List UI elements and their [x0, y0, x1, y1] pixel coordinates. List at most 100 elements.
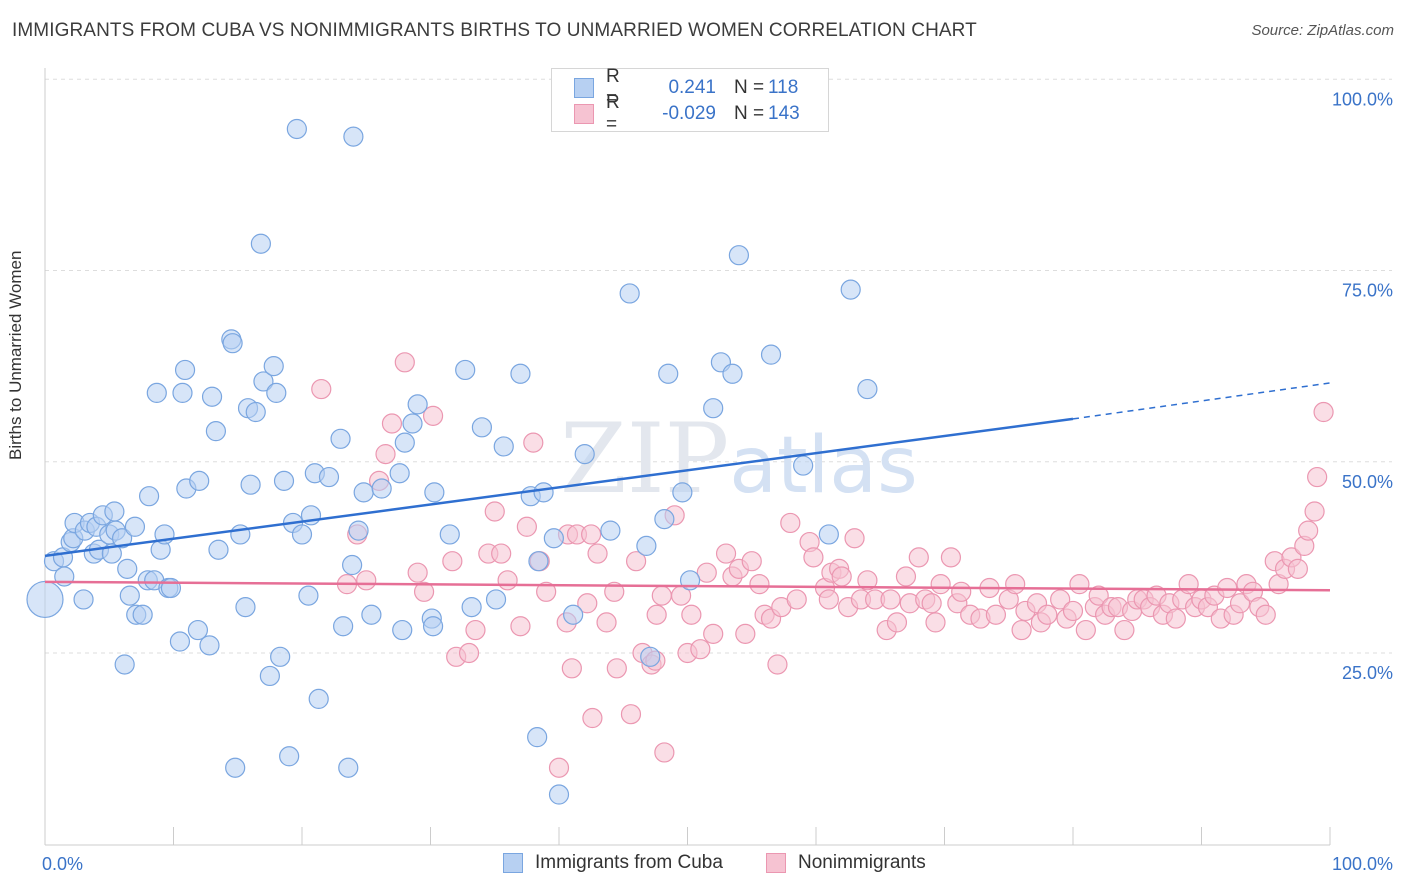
- cuba-point: [840, 279, 861, 300]
- nonimmigrants-point: [442, 551, 463, 572]
- cuba-point: [818, 524, 839, 545]
- nonimmigrants-point: [548, 757, 570, 778]
- cuba-point: [461, 596, 482, 618]
- series-label-cuba: Immigrants from Cuba: [535, 852, 723, 873]
- cuba-point: [485, 589, 507, 610]
- cuba-point: [250, 233, 271, 254]
- cuba-point: [111, 528, 133, 549]
- cuba-trend-line: [44, 417, 1074, 558]
- legend-n-value-nonimmigrants: 143: [768, 103, 800, 124]
- nonimmigrants-point: [735, 623, 756, 644]
- watermark: ZIPatlas: [560, 403, 918, 515]
- nonimmigrants-trend-line: [44, 580, 1331, 592]
- cuba-point: [510, 363, 531, 384]
- nonimmigrants-point: [741, 551, 762, 572]
- cuba-point: [407, 394, 428, 415]
- nonimmigrants-point: [696, 562, 717, 583]
- cuba-point: [286, 118, 307, 140]
- cuba-point: [225, 757, 246, 778]
- cuba-point: [672, 482, 693, 503]
- cuba-point: [760, 344, 782, 365]
- nonimmigrants-point: [940, 547, 962, 568]
- nonimmigrants-point: [690, 639, 711, 660]
- cuba-point: [722, 363, 743, 384]
- nonimmigrants-point: [1005, 574, 1026, 595]
- cuba-point: [73, 589, 94, 610]
- nonimmigrants-point: [1313, 401, 1334, 423]
- nonimmigrants-point: [1229, 593, 1251, 614]
- nonimmigrants-point: [606, 658, 627, 679]
- cuba-point: [119, 585, 140, 606]
- cuba-point: [273, 470, 295, 491]
- cuba-point: [235, 596, 256, 618]
- cuba-point: [114, 654, 135, 675]
- cuba-point: [543, 528, 564, 549]
- nonimmigrants-point: [930, 574, 951, 595]
- cuba-point: [172, 382, 193, 403]
- nonimmigrants-point: [394, 352, 415, 373]
- cuba-point: [636, 535, 657, 557]
- nonimmigrants-point: [886, 612, 908, 633]
- x-tick-label-start: 0.0%: [42, 854, 83, 874]
- y-tick-label: 50.0%: [1342, 472, 1393, 492]
- cuba-point: [361, 604, 382, 625]
- cuba-point: [279, 746, 300, 767]
- cuba-point: [104, 501, 125, 522]
- nonimmigrants-point: [681, 604, 702, 625]
- nonimmigrants-point: [625, 551, 647, 572]
- cuba-point: [793, 455, 814, 476]
- cuba-point: [455, 359, 476, 381]
- nonimmigrants-point: [715, 543, 737, 564]
- nonimmigrants-point: [375, 444, 396, 465]
- legend-r-value-cuba: 0.241: [668, 77, 716, 98]
- nonimmigrants-point: [604, 581, 625, 602]
- nonimmigrants-point: [831, 566, 852, 587]
- nonimmigrants-point: [925, 612, 946, 633]
- tick-labels: 100.0% 75.0% 50.0% 25.0% 0.0% 100.0%: [42, 89, 1393, 874]
- nonimmigrants-point: [1165, 608, 1186, 629]
- nonimmigrants-point: [422, 405, 444, 426]
- x-tick-label-end: 100.0%: [1332, 854, 1393, 874]
- nonimmigrants-point: [1307, 466, 1328, 488]
- cuba-point: [189, 470, 210, 491]
- cuba-point: [600, 520, 621, 541]
- nonimmigrants-point: [1088, 585, 1109, 606]
- cuba-point: [338, 757, 359, 778]
- watermark-atlas: atlas: [729, 421, 918, 511]
- cuba-point: [132, 604, 153, 625]
- nonimmigrants-point: [880, 589, 901, 610]
- cuba-trend-extension: [1072, 382, 1331, 420]
- nonimmigrants-point: [523, 432, 544, 453]
- nonimmigrants-point: [1217, 577, 1238, 599]
- watermark-text: ZIPatlas: [560, 403, 918, 515]
- series-legend-nonimmigrants: Nonimmigrants: [766, 852, 926, 874]
- cuba-point: [253, 371, 274, 392]
- cuba-point: [124, 516, 146, 537]
- source-label: Source: ZipAtlas.com: [1251, 22, 1394, 39]
- nonimmigrants-point: [786, 589, 807, 610]
- cuba-points: [26, 118, 878, 805]
- nonimmigrants-point: [844, 528, 865, 549]
- nonimmigrants-point: [582, 707, 603, 729]
- cuba-point: [174, 359, 196, 381]
- nonimmigrants-point: [1062, 600, 1084, 622]
- cuba-point: [424, 482, 445, 503]
- y-tick-label: 100.0%: [1332, 89, 1393, 109]
- cuba-point: [493, 436, 514, 457]
- cuba-point: [703, 398, 724, 419]
- nonimmigrants-point: [654, 742, 675, 763]
- cuba-point: [298, 585, 319, 606]
- cuba-point: [318, 466, 340, 488]
- cuba-point: [245, 401, 266, 423]
- cuba-point: [333, 616, 354, 637]
- nonimmigrants-point: [780, 512, 801, 534]
- cuba-point: [263, 356, 284, 377]
- cuba-point: [439, 524, 460, 545]
- nonimmigrants-point: [407, 562, 428, 583]
- nonimmigrants-point: [818, 589, 839, 610]
- cuba-point: [422, 616, 444, 637]
- nonimmigrants-point: [311, 378, 332, 400]
- cuba-point: [394, 432, 415, 453]
- cuba-point: [563, 604, 584, 625]
- nonimmigrants-point: [596, 612, 617, 633]
